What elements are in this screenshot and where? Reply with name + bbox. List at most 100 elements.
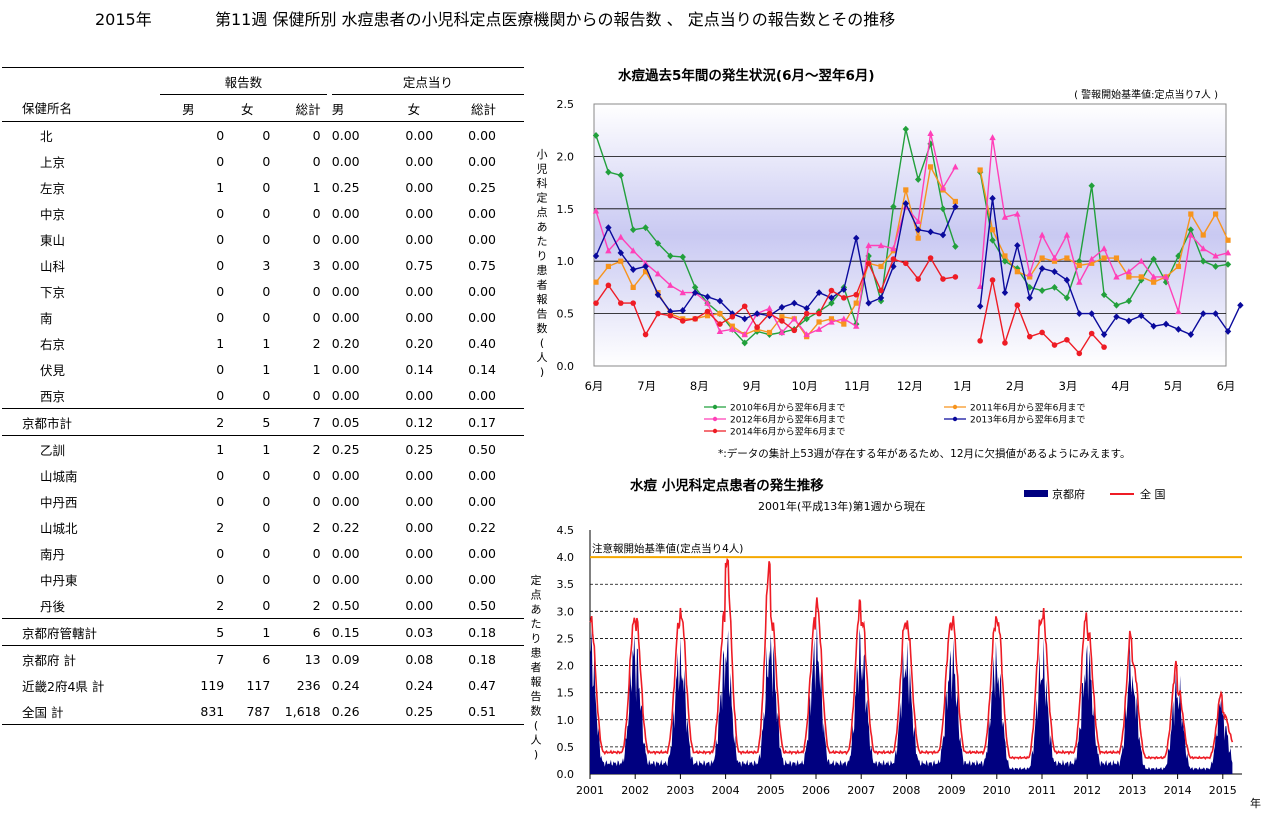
data-point: [840, 315, 848, 322]
data-point: [630, 300, 636, 306]
data-point: [989, 277, 996, 283]
table-row: 南 0 0 0 0.00 0.00 0.00: [2, 304, 524, 330]
cell-per: 0.26: [331, 698, 383, 725]
cell-count: 0: [262, 153, 271, 169]
cell-per: 0.00: [331, 545, 360, 561]
y-axis-label: り: [531, 632, 542, 645]
data-point: [803, 331, 810, 338]
x-tick-label: 2010: [983, 784, 1011, 797]
cell-per: 0.08: [405, 651, 434, 667]
cell-name: 丹後: [2, 592, 161, 619]
data-point: [903, 260, 909, 267]
cell-per: 0.00: [331, 127, 360, 143]
y-tick-label: 1.0: [557, 255, 575, 268]
cell-per: 0.00: [405, 283, 434, 299]
data-point: [1051, 268, 1058, 276]
five-year-line-chart: 水痘過去5年間の発生状況(6月～翌年6月) ( 警報開始基準値:定点当り7人 ) 0…: [537, 67, 1244, 460]
cell-per: 0.00: [331, 231, 360, 247]
cell-per: 0.00: [405, 179, 434, 195]
cell-per: 0.50: [331, 592, 383, 619]
data-point: [1088, 255, 1095, 262]
chart-subtitle: ( 警報開始基準値:定点当り7人 ): [1074, 88, 1218, 101]
data-point: [1113, 255, 1120, 261]
data-point: [630, 284, 636, 290]
x-tick-label: 2003: [666, 784, 694, 797]
y-tick-label: 1.0: [557, 714, 575, 727]
data-point: [1138, 312, 1145, 320]
cell-count: 1: [262, 335, 271, 351]
data-point: [865, 299, 872, 307]
cell-per: 0.24: [405, 677, 434, 693]
cell-name: 中京: [40, 206, 66, 222]
data-point: [704, 293, 711, 301]
data-point: [1175, 325, 1182, 333]
data-point: [729, 325, 736, 332]
col-header-male: 男: [160, 94, 225, 122]
threshold-label: 注意報開始基準値(定点当り4人): [592, 542, 743, 555]
y-tick-label: 0.5: [557, 308, 575, 321]
data-point: [952, 163, 959, 170]
cell-count: 1: [216, 179, 225, 195]
legend-label: 2014年6月から翌年6月まで: [730, 426, 845, 438]
cell-count: 0: [312, 127, 321, 143]
table-row: 京都市計 2 5 7 0.05 0.12 0.17: [2, 408, 524, 436]
data-point: [1088, 330, 1095, 337]
x-tick-label: 2009: [938, 784, 966, 797]
chart-note: *:データの集計上53週が存在する年があるため、12月に欠損値があるようにみえま…: [718, 447, 1130, 460]
cell-per: 0.00: [331, 382, 383, 409]
table-row: 右京 1 1 2 0.20 0.20 0.40: [2, 330, 524, 356]
cell-count: 2: [312, 441, 321, 457]
x-tick-label: 6月: [585, 379, 604, 393]
x-tick-label: 2006: [802, 784, 830, 797]
data-point: [1100, 291, 1108, 299]
data-point: [1113, 313, 1120, 321]
y-axis-label: ): [540, 366, 544, 379]
data-point: [952, 198, 958, 205]
cell-name: 京都府 計: [22, 652, 76, 668]
cell-count: 0: [216, 231, 225, 247]
table-row: 乙訓 1 1 2 0.25 0.25 0.50: [2, 436, 524, 463]
cell-per: 0.00: [468, 571, 496, 587]
chart-subtitle: 2001年(平成13年)第1週から現在: [758, 499, 926, 513]
data-point: [1237, 301, 1244, 309]
legend-label: 全 国: [1140, 487, 1166, 501]
x-tick-label: 2015: [1209, 784, 1237, 797]
data-point: [1150, 273, 1157, 280]
data-point: [629, 247, 637, 254]
data-point: [1200, 257, 1207, 265]
data-point: [1039, 255, 1045, 261]
trend-area-chart: 水痘 小児科定点患者の発生推移 2001年(平成13年)第1週から現在 京都府 全 国…: [531, 477, 1262, 810]
cell-count: 1: [216, 335, 225, 351]
cell-per: 0.25: [382, 698, 446, 725]
group-reports-label: 報告数: [160, 67, 327, 95]
cell-per: 0.00: [405, 493, 434, 509]
data-point: [878, 287, 884, 294]
cell-per: 0.00: [468, 467, 496, 483]
cell-count: 0: [312, 545, 321, 561]
data-point: [766, 310, 773, 317]
cell-count: 0: [262, 127, 271, 143]
col-header-female: 女: [224, 94, 271, 122]
data-point: [853, 300, 859, 306]
cell-name: 京都市計: [2, 408, 161, 436]
data-point: [618, 258, 624, 264]
data-point: [853, 322, 860, 329]
data-point: [915, 235, 921, 241]
data-point: [654, 291, 662, 299]
data-point: [1162, 278, 1170, 286]
data-point: [1212, 252, 1219, 259]
data-point: [779, 318, 785, 324]
table-row: 京都府 計 7 6 13 0.09 0.08 0.18: [2, 646, 524, 673]
y-axis-label: (: [540, 337, 544, 350]
data-point: [915, 276, 921, 282]
cell-count: 2: [160, 592, 225, 619]
cell-name: 東山: [40, 232, 66, 248]
cell-count: 0: [262, 231, 271, 247]
data-point: [1175, 263, 1182, 270]
data-point: [1212, 263, 1219, 270]
y-axis-label: 小: [537, 148, 548, 161]
x-tick-label: 2013: [1118, 784, 1146, 797]
x-tick-label: 7月: [637, 379, 656, 393]
table-group-header: 報告数 定点当り: [2, 67, 524, 95]
data-point: [1064, 337, 1070, 343]
